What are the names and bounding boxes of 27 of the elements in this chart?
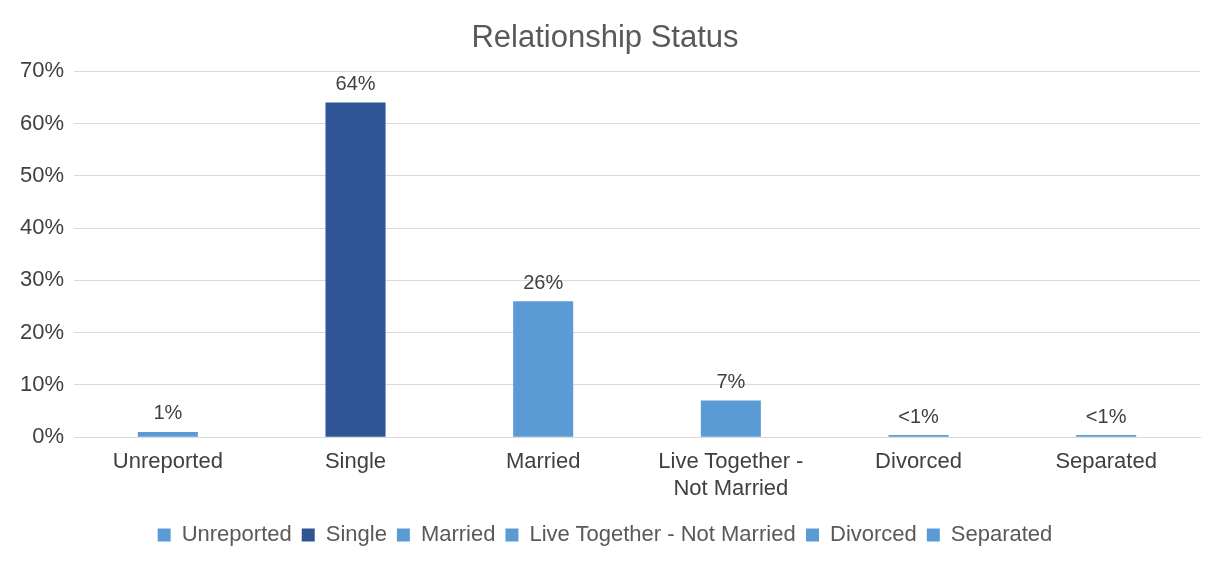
legend-label: Live Together - Not Married xyxy=(529,521,796,547)
x-tick-label: Unreported xyxy=(112,448,223,474)
y-tick-label: 40% xyxy=(19,214,65,240)
chart-title: Relationship Status xyxy=(471,19,739,55)
y-tick-label: 10% xyxy=(19,370,65,396)
legend-label: Divorced xyxy=(830,521,917,547)
y-tick-label: 30% xyxy=(19,266,65,292)
data-label: 7% xyxy=(716,370,746,393)
x-tick-label: Single xyxy=(324,448,387,474)
x-tick-label: Separated xyxy=(1055,448,1157,474)
legend-label: Single xyxy=(325,521,387,547)
data-label: <1% xyxy=(1085,404,1127,427)
data-label: 1% xyxy=(153,401,183,424)
data-label: 64% xyxy=(335,72,376,95)
x-tick-label: Live Together - Not Married xyxy=(658,448,804,500)
legend-label: Separated xyxy=(950,521,1053,547)
legend-label: Married xyxy=(420,521,496,547)
y-tick-label: 50% xyxy=(19,161,65,187)
y-tick-label: 60% xyxy=(19,109,65,135)
x-tick-label: Divorced xyxy=(875,448,962,474)
y-tick-label: 0% xyxy=(32,423,65,449)
x-tick-label: Married xyxy=(505,448,581,474)
y-tick-label: 70% xyxy=(19,57,65,83)
data-label: <1% xyxy=(898,404,940,427)
data-label: 26% xyxy=(523,270,564,293)
y-tick-label: 20% xyxy=(19,318,65,344)
legend-label: Unreported xyxy=(181,521,292,547)
